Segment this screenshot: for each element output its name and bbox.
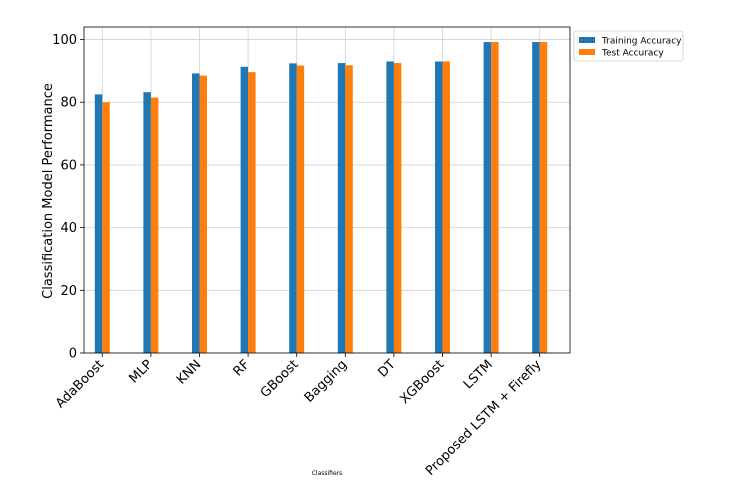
x-tick-label: GBoost <box>258 357 302 401</box>
legend-swatch <box>579 49 595 55</box>
bar-test-4 <box>296 65 305 353</box>
legend-label: Test Accuracy <box>601 49 664 59</box>
bar-test-5 <box>345 65 353 353</box>
legend-box <box>573 30 684 62</box>
x-tick-label: LSTM <box>461 357 496 392</box>
bar-test-0 <box>102 102 110 353</box>
x-tick-label: DT <box>375 357 398 380</box>
x-tick-label: MLP <box>127 357 156 386</box>
x-axis-label: Classifiers <box>312 470 343 477</box>
bar-training-1 <box>143 92 151 353</box>
bar-training-7 <box>435 61 443 353</box>
bar-training-4 <box>289 63 297 353</box>
x-tick-label: Bagging <box>302 357 350 405</box>
bar-training-8 <box>483 42 492 354</box>
legend-label: Training Accuracy <box>601 37 682 47</box>
bar-test-1 <box>150 97 159 354</box>
bar-test-8 <box>491 42 499 354</box>
y-tick-label: 20 <box>60 284 77 299</box>
x-tick-label: XGBoost <box>397 357 447 407</box>
x-tick-label: RF <box>231 357 253 379</box>
bar-training-0 <box>94 94 103 354</box>
legend-swatch <box>579 37 595 43</box>
bar-test-9 <box>539 42 548 354</box>
x-tick-label: KNN <box>174 357 204 387</box>
y-tick-label: 40 <box>60 221 77 236</box>
bar-training-6 <box>386 61 394 353</box>
y-axis-ticks: 0 20 40 60 80 100 <box>52 33 84 362</box>
bar-training-2 <box>192 73 200 354</box>
legend: Training Accuracy Test Accuracy <box>573 30 684 62</box>
plot-frame <box>83 26 571 354</box>
bar-test-7 <box>442 61 450 353</box>
bar-training-5 <box>337 63 346 354</box>
bar-test-3 <box>248 72 256 353</box>
y-tick-label: 100 <box>52 33 77 48</box>
bar-test-2 <box>199 75 207 353</box>
y-tick-label: 60 <box>60 158 77 173</box>
bar-training-9 <box>532 42 540 354</box>
x-tick-label: AdaBoost <box>53 357 107 411</box>
bar-training-3 <box>240 66 249 353</box>
y-tick-label: 0 <box>69 347 77 362</box>
bars <box>94 42 548 354</box>
y-axis-label: Classification Model Performance <box>41 83 56 299</box>
y-tick-label: 80 <box>60 96 77 111</box>
bar-test-6 <box>393 63 402 354</box>
